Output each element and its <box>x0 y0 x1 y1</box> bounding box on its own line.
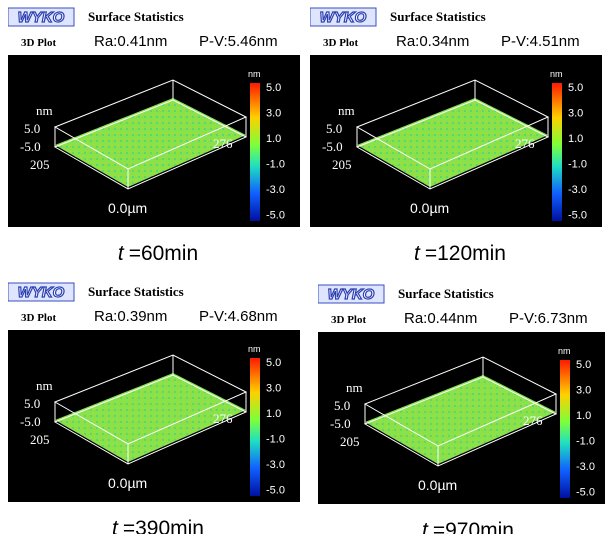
origin: 0.0µm <box>108 475 147 491</box>
z-bottom: -5.0 <box>20 139 41 154</box>
x-extent: 276 <box>515 136 535 151</box>
logo: WYKO <box>18 284 65 301</box>
caption: t=60min <box>118 242 198 265</box>
colorbar <box>560 360 570 498</box>
origin: 0.0µm <box>418 477 457 493</box>
heading: Surface Statistics <box>88 9 184 24</box>
colorbar-label: -3.0 <box>576 461 595 473</box>
z-top: 5.0 <box>24 121 40 136</box>
time-value: =120min <box>425 242 506 265</box>
panel: WYKO Surface Statistics 3D Plot Ra:0.34nm P-… <box>310 5 605 275</box>
z-top: 5.0 <box>24 396 40 411</box>
plot-label: 3D Plot <box>21 312 56 324</box>
panel: WYKO Surface Statistics 3D Plot Ra:0.41nm P-… <box>8 5 308 275</box>
z-unit: nm <box>36 103 53 118</box>
colorbar-label: 3.0 <box>568 108 583 120</box>
caption: t=120min <box>414 242 506 265</box>
colorbar-label: -5.0 <box>266 210 285 222</box>
y-extent: 205 <box>340 434 360 449</box>
origin: 0.0µm <box>108 200 147 216</box>
y-extent: 205 <box>30 157 50 172</box>
plot-label: 3D Plot <box>323 37 358 49</box>
time-symbol: t <box>118 242 125 265</box>
x-extent: 276 <box>213 136 233 151</box>
colorbar-label: -5.0 <box>568 210 587 222</box>
y-extent: 205 <box>30 432 50 447</box>
colorbar-label: -1.0 <box>266 159 285 171</box>
colorbar-label: -1.0 <box>576 436 595 448</box>
x-extent: 276 <box>213 411 233 426</box>
colorbar-label: 3.0 <box>576 385 591 397</box>
logo: WYKO <box>18 9 65 26</box>
heading: Surface Statistics <box>398 286 494 301</box>
colorbar <box>250 83 260 221</box>
z-top: 5.0 <box>334 398 350 413</box>
pv: P-V:4.51nm <box>501 33 580 50</box>
panel: WYKO Surface Statistics 3D Plot Ra:0.44nm P-… <box>318 282 605 534</box>
ra: Ra:0.39nm <box>94 308 167 325</box>
z-bottom: -5.0 <box>330 416 351 431</box>
z-top: 5.0 <box>326 121 342 136</box>
logo: WYKO <box>328 286 375 303</box>
colorbar-label: 3.0 <box>266 383 281 395</box>
colorbar-label: 1.0 <box>576 410 591 422</box>
z-unit: nm <box>338 103 355 118</box>
colorbar-label: 1.0 <box>266 408 281 420</box>
plot-label: 3D Plot <box>21 37 56 49</box>
colorbar-unit: nm <box>558 346 571 356</box>
colorbar-label: 5.0 <box>266 357 281 369</box>
ra: Ra:0.41nm <box>94 33 167 50</box>
heading: Surface Statistics <box>88 284 184 299</box>
z-unit: nm <box>36 378 53 393</box>
colorbar-label: 5.0 <box>568 82 583 94</box>
colorbar-label: -3.0 <box>266 459 285 471</box>
z-unit: nm <box>346 380 363 395</box>
origin: 0.0µm <box>410 200 449 216</box>
time-value: =390min <box>123 517 204 534</box>
time-value: =970min <box>433 519 514 534</box>
colorbar-label: 3.0 <box>266 108 281 120</box>
pv: P-V:6.73nm <box>509 310 588 327</box>
logo: WYKO <box>320 9 367 26</box>
colorbar-label: -1.0 <box>266 434 285 446</box>
plot-label: 3D Plot <box>331 314 366 326</box>
colorbar-label: -1.0 <box>568 159 587 171</box>
x-extent: 276 <box>523 413 543 428</box>
colorbar-label: -5.0 <box>266 485 285 497</box>
panel: WYKO Surface Statistics 3D Plot Ra:0.39nm P-… <box>8 280 308 534</box>
colorbar-label: 5.0 <box>266 82 281 94</box>
colorbar-label: 1.0 <box>568 133 583 145</box>
z-bottom: -5.0 <box>20 414 41 429</box>
time-symbol: t <box>112 517 119 534</box>
colorbar-unit: nm <box>248 69 261 79</box>
colorbar-label: 5.0 <box>576 359 591 371</box>
colorbar <box>250 358 260 496</box>
pv: P-V:5.46nm <box>199 33 278 50</box>
colorbar-unit: nm <box>248 344 261 354</box>
colorbar-label: -3.0 <box>568 184 587 196</box>
colorbar-label: -3.0 <box>266 184 285 196</box>
colorbar-unit: nm <box>550 69 563 79</box>
time-value: =60min <box>129 242 198 265</box>
time-symbol: t <box>422 519 429 534</box>
time-symbol: t <box>414 242 421 265</box>
colorbar-label: 1.0 <box>266 133 281 145</box>
colorbar <box>552 83 562 221</box>
ra: Ra:0.44nm <box>404 310 477 327</box>
caption: t=390min <box>112 517 204 534</box>
colorbar-label: -5.0 <box>576 487 595 499</box>
z-bottom: -5.0 <box>322 139 343 154</box>
heading: Surface Statistics <box>390 9 486 24</box>
caption: t =970min <box>422 519 514 534</box>
figure: WYKO Surface Statistics 3D Plot Ra:0.41nm P-… <box>0 0 605 534</box>
ra: Ra:0.34nm <box>396 33 469 50</box>
y-extent: 205 <box>332 157 352 172</box>
pv: P-V:4.68nm <box>199 308 278 325</box>
